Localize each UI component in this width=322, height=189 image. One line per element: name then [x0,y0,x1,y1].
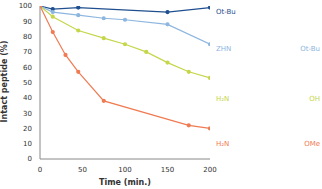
svg-text:150: 150 [161,166,174,174]
svg-text:90: 90 [23,18,32,26]
svg-text:70: 70 [23,48,32,56]
svg-text:0: 0 [28,155,32,163]
svg-text:Intact peptide (%): Intact peptide (%) [0,41,9,123]
svg-text:80: 80 [23,33,32,41]
html-text:Ot-Bu: Ot-Bu [216,8,236,16]
html-text:Ot-Bu: Ot-Bu [300,45,320,53]
html-text:OH: OH [309,95,320,103]
svg-text:50: 50 [78,166,87,174]
svg-text:100: 100 [118,166,131,174]
html-text:OMe: OMe [304,140,320,148]
html-text:ZHN: ZHN [216,45,232,53]
svg-text:30: 30 [23,110,32,118]
svg-text:10: 10 [23,140,32,148]
svg-text:Time (min.): Time (min.) [99,178,151,187]
html-text:H₂N: H₂N [216,140,230,148]
svg-text:50: 50 [23,79,32,87]
svg-text:20: 20 [23,125,32,133]
svg-text:40: 40 [23,94,32,102]
html-text:H₂N: H₂N [216,95,230,103]
svg-text:100: 100 [19,2,32,10]
svg-text:0: 0 [38,166,42,174]
svg-text:60: 60 [23,64,32,72]
svg-text:200: 200 [203,166,216,174]
